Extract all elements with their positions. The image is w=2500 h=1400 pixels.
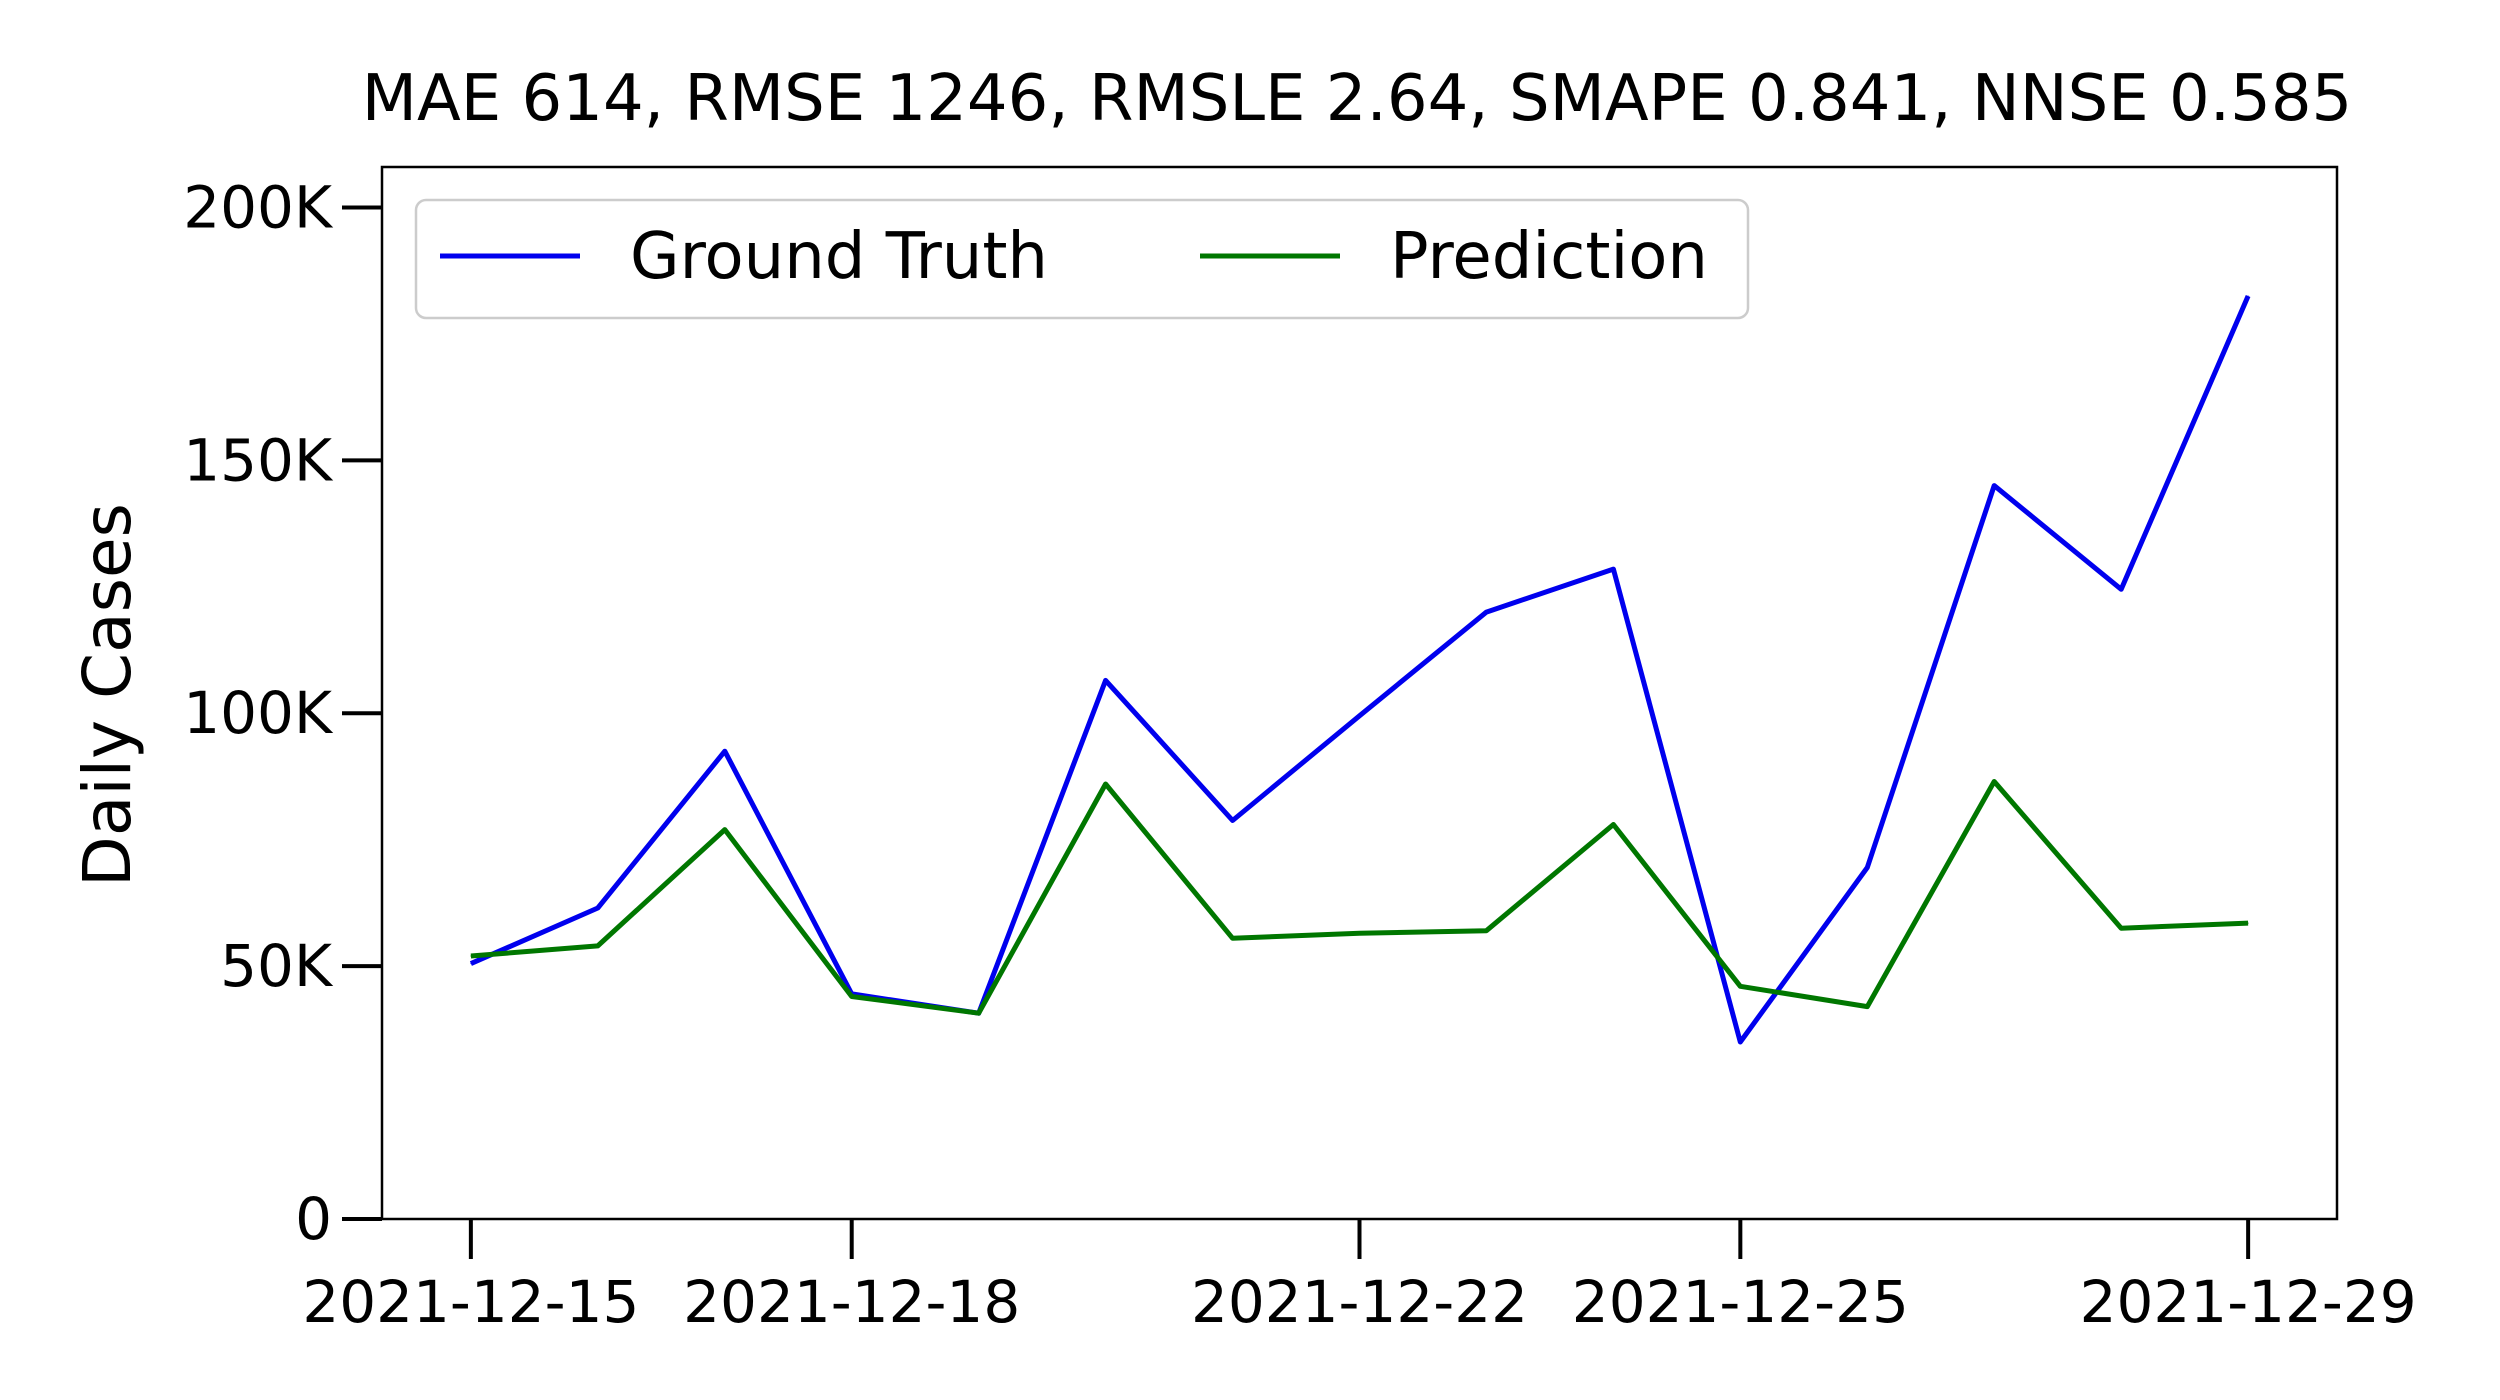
y-tick-label: 100K bbox=[183, 679, 334, 747]
data-point-prediction bbox=[1739, 985, 1741, 987]
data-point-prediction bbox=[597, 945, 599, 947]
y-tick-label: 0 bbox=[295, 1185, 332, 1253]
data-point-ground-truth bbox=[470, 963, 472, 965]
data-point-ground-truth bbox=[2120, 588, 2122, 590]
data-point-prediction bbox=[1866, 1006, 1868, 1008]
data-point-prediction bbox=[2247, 922, 2249, 924]
y-tick-label: 200K bbox=[183, 173, 334, 241]
data-point-prediction bbox=[1612, 824, 1614, 825]
data-point-prediction bbox=[1359, 932, 1360, 934]
data-point-prediction bbox=[1232, 937, 1234, 939]
y-axis: 0 50K 100K 150K 200K bbox=[183, 173, 382, 1253]
data-point-ground-truth bbox=[724, 750, 726, 752]
data-point-prediction bbox=[1105, 783, 1107, 785]
data-point-ground-truth bbox=[1612, 568, 1614, 570]
legend-box bbox=[414, 198, 1750, 320]
y-axis-label: Daily Cases bbox=[69, 503, 146, 887]
chart-title: MAE 614, RMSE 1246, RMSLE 2.64, SMAPE 0.… bbox=[362, 62, 2353, 136]
data-point-ground-truth bbox=[1739, 1041, 1741, 1043]
data-point-ground-truth bbox=[1866, 866, 1868, 868]
y-tick-label: 50K bbox=[220, 932, 334, 1000]
data-point-prediction bbox=[851, 995, 853, 997]
data-point-ground-truth bbox=[1359, 715, 1360, 717]
data-point-prediction bbox=[978, 1012, 980, 1014]
x-tick-label: 2021-12-29 bbox=[2080, 1268, 2417, 1336]
x-axis: 2021-12-15 2021-12-18 2021-12-22 2021-12-25… bbox=[302, 1219, 2417, 1336]
x-tick-label: 2021-12-18 bbox=[683, 1268, 1020, 1336]
data-point-ground-truth bbox=[1993, 485, 1995, 487]
legend-label-prediction: Prediction bbox=[1390, 220, 1708, 294]
legend: Ground Truth Prediction bbox=[414, 198, 1750, 320]
y-tick-label: 150K bbox=[183, 426, 334, 494]
data-point-prediction bbox=[470, 955, 472, 957]
series-layer bbox=[469, 295, 2251, 1045]
data-point-prediction bbox=[2120, 927, 2122, 929]
plot-frame bbox=[380, 165, 2339, 1221]
data-point-ground-truth bbox=[597, 907, 599, 909]
data-point-prediction bbox=[1485, 930, 1487, 932]
data-point-ground-truth bbox=[1232, 819, 1234, 821]
data-point-prediction bbox=[724, 829, 726, 831]
x-tick-label: 2021-12-15 bbox=[302, 1268, 639, 1336]
series-line-prediction bbox=[470, 779, 2249, 1016]
data-point-ground-truth bbox=[1105, 679, 1107, 681]
data-point-ground-truth bbox=[2247, 295, 2249, 297]
series-line-ground-truth bbox=[469, 295, 2251, 1045]
data-point-prediction bbox=[1993, 781, 1995, 783]
legend-label-ground-truth: Ground Truth bbox=[630, 220, 1048, 294]
x-tick-label: 2021-12-22 bbox=[1191, 1268, 1528, 1336]
x-tick-label: 2021-12-25 bbox=[1572, 1268, 1909, 1336]
data-point-ground-truth bbox=[1485, 611, 1487, 613]
